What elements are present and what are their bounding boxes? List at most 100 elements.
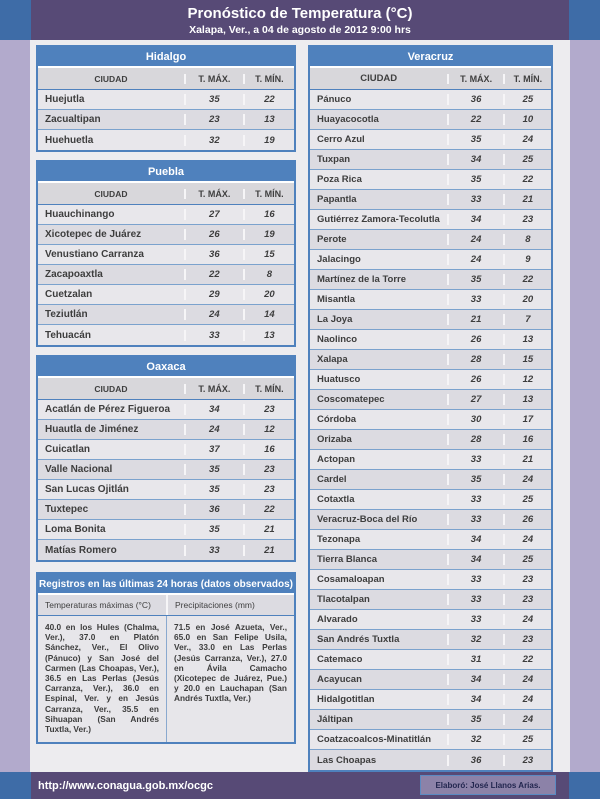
table-row: Hidalgotitlan 34 24: [310, 690, 551, 710]
tmin-cell: 20: [242, 289, 294, 300]
precipitation-column-header: Precipitaciones (mm): [166, 595, 294, 615]
tmax-cell: 37: [183, 444, 243, 455]
tmax-cell: 35: [447, 174, 502, 185]
tmax-cell: 34: [447, 694, 502, 705]
city-cell: Córdoba: [317, 414, 357, 425]
table-row: Tierra Blanca 34 25: [310, 550, 551, 570]
city-cell: Naolinco: [317, 334, 358, 345]
table-row: Acatlán de Pérez Figueroa 34 23: [38, 400, 294, 420]
header-corner-left: [0, 0, 31, 40]
footer-center: http://www.conagua.gob.mx/ocgc Elaboró: …: [31, 772, 569, 799]
table-row: Alvarado 33 24: [310, 610, 551, 630]
tmax-cell: 31: [447, 654, 502, 665]
city-cell: Perote: [317, 234, 347, 245]
city-cell: Cardel: [317, 474, 347, 485]
table-row: Huejutla 35 22: [38, 90, 294, 110]
tmax-cell: 27: [183, 209, 243, 220]
table-row: Las Choapas 36 23: [310, 750, 551, 770]
city-cell: Poza Rica: [317, 174, 362, 185]
tmin-cell: 21: [242, 524, 294, 535]
tmin-cell: 22: [242, 504, 294, 515]
tmin-cell: 22: [502, 274, 551, 285]
table-row: Xicotepec de Juárez 26 19: [38, 225, 294, 245]
table-row: Valle Nacional 35 23: [38, 460, 294, 480]
max-temps-column-header: Temperaturas máximas (°C): [45, 600, 151, 610]
table-row: La Joya 21 7: [310, 310, 551, 330]
table-row: Huehuetla 32 19: [38, 130, 294, 150]
table-body: Acatlán de Pérez Figueroa 34 23 Huautla de …: [38, 400, 294, 560]
table-row: Huautla de Jiménez 24 12: [38, 420, 294, 440]
table-row: Cuicatlan 37 16: [38, 440, 294, 460]
city-column-header: CIUDAD: [94, 383, 128, 394]
city-cell: Orizaba: [317, 434, 352, 445]
tmin-cell: 12: [502, 374, 551, 385]
table-row: Loma Bonita 35 21: [38, 520, 294, 540]
column-header-row: CIUDAD T. MÁX. T. MÍN.: [310, 68, 551, 90]
tmin-cell: 26: [502, 514, 551, 525]
tmax-cell: 34: [447, 154, 502, 165]
tmin-cell: 24: [502, 534, 551, 545]
tmin-cell: 8: [242, 269, 294, 280]
tmin-cell: 19: [242, 229, 294, 240]
city-cell: Cuetzalan: [45, 289, 93, 300]
tmin-cell: 22: [502, 654, 551, 665]
tmax-cell: 28: [447, 354, 502, 365]
city-cell: Cuicatlan: [45, 444, 91, 455]
tmin-cell: 25: [502, 94, 551, 105]
tmin-cell: 20: [502, 294, 551, 305]
tmax-cell: 34: [447, 534, 502, 545]
left-tables: Hidalgo CIUDAD T. MÁX. T. MÍN. Huejutla 35 22 Z…: [36, 45, 296, 772]
tmax-cell: 33: [447, 454, 502, 465]
tmax-cell: 33: [447, 614, 502, 625]
city-cell: Huayacocotla: [317, 114, 379, 125]
records-title: Registros en las últimas 24 horas (datos…: [38, 574, 294, 595]
city-cell: Pánuco: [317, 94, 352, 105]
tmax-column-header: T. MÁX.: [183, 383, 243, 394]
city-cell: La Joya: [317, 314, 353, 325]
tmax-cell: 34: [183, 404, 243, 415]
tmax-cell: 36: [447, 94, 502, 105]
state-table-hidalgo: Hidalgo CIUDAD T. MÁX. T. MÍN. Huejutla 35 22 Z…: [36, 45, 296, 152]
city-cell: Tezonapa: [317, 534, 361, 545]
city-cell: Misantla: [317, 294, 356, 305]
tmax-cell: 24: [447, 234, 502, 245]
city-cell: Huautla de Jiménez: [45, 424, 139, 435]
tmax-cell: 26: [183, 229, 243, 240]
city-cell: Coatzacoalcos-Minatitlán: [317, 734, 432, 745]
city-cell: Matías Romero: [45, 544, 117, 556]
tmax-cell: 27: [447, 394, 502, 405]
table-row: Acayucan 34 24: [310, 670, 551, 690]
tmin-column-header: T. MÍN.: [502, 73, 551, 84]
city-cell: Papantla: [317, 194, 357, 205]
tmin-cell: 21: [502, 454, 551, 465]
table-row: Tehuacán 33 13: [38, 325, 294, 345]
table-row: Orizaba 28 16: [310, 430, 551, 450]
tmin-cell: 23: [502, 574, 551, 585]
tmin-cell: 24: [502, 714, 551, 725]
footer-band: http://www.conagua.gob.mx/ocgc Elaboró: …: [0, 772, 600, 799]
tmax-cell: 34: [447, 674, 502, 685]
city-cell: Huejutla: [45, 94, 85, 105]
table-row: Cerro Azul 35 24: [310, 130, 551, 150]
tmax-cell: 33: [183, 329, 243, 341]
tmin-cell: 25: [502, 154, 551, 165]
city-cell: Tierra Blanca: [317, 554, 378, 565]
max-temps-text: 40.0 en los Hules (Chalma, Ver.), 37.0 e…: [45, 622, 159, 735]
city-cell: Tlacotalpan: [317, 594, 370, 605]
tmax-cell: 35: [447, 474, 502, 485]
state-table-oaxaca: Oaxaca CIUDAD T. MÁX. T. MÍN. Acatlán de Pér…: [36, 355, 296, 562]
tmax-cell: 36: [183, 249, 243, 260]
state-title: Oaxaca: [38, 357, 294, 378]
state-table-puebla: Puebla CIUDAD T. MÁX. T. MÍN. Huauchinango 27…: [36, 160, 296, 347]
tmax-cell: 36: [447, 754, 502, 766]
tmax-cell: 33: [447, 594, 502, 605]
tmax-cell: 33: [447, 494, 502, 505]
tmin-cell: 16: [502, 434, 551, 445]
tmax-cell: 33: [447, 574, 502, 585]
city-cell: Tehuacán: [45, 329, 91, 341]
tmin-cell: 24: [502, 614, 551, 625]
tmin-cell: 14: [242, 309, 294, 320]
tmax-cell: 33: [447, 294, 502, 305]
tmin-cell: 8: [502, 234, 551, 245]
city-cell: Cotaxtla: [317, 494, 355, 505]
